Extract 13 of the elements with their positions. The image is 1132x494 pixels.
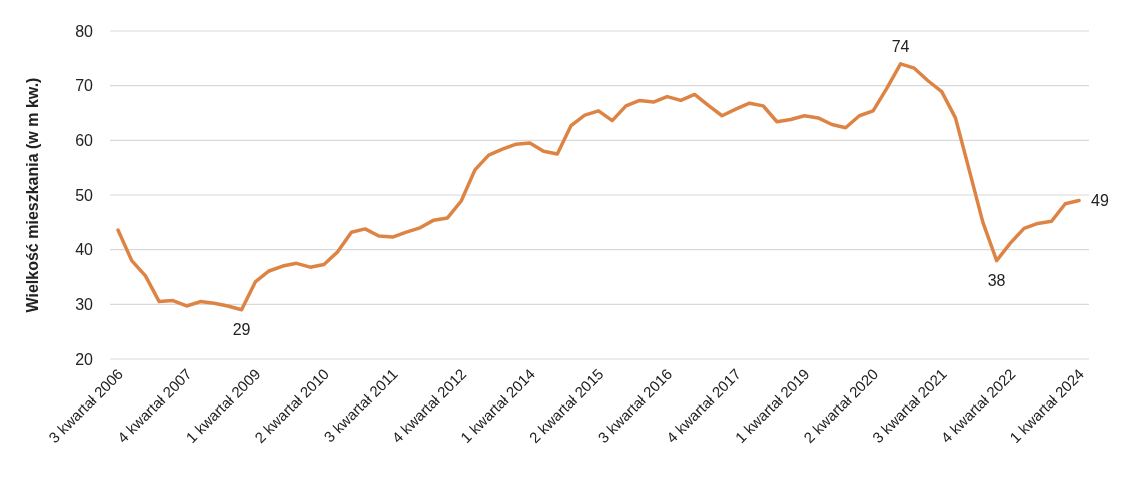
- data-label: 29: [232, 320, 251, 338]
- y-tick-label: 30: [75, 295, 94, 313]
- y-tick-label: 70: [75, 77, 94, 95]
- y-tick-label: 80: [75, 22, 94, 40]
- y-tick-label: 20: [75, 350, 94, 368]
- line-series: [116, 62, 1081, 312]
- y-tick-label: 50: [75, 186, 94, 204]
- y-tick-label: 60: [75, 131, 94, 149]
- y-axis-title: Wielkość mieszkania (w m kw.): [24, 77, 41, 313]
- data-label: 38: [987, 271, 1006, 289]
- y-tick-label: 40: [75, 241, 94, 259]
- data-label: 49: [1091, 192, 1109, 210]
- data-label: 74: [891, 37, 910, 55]
